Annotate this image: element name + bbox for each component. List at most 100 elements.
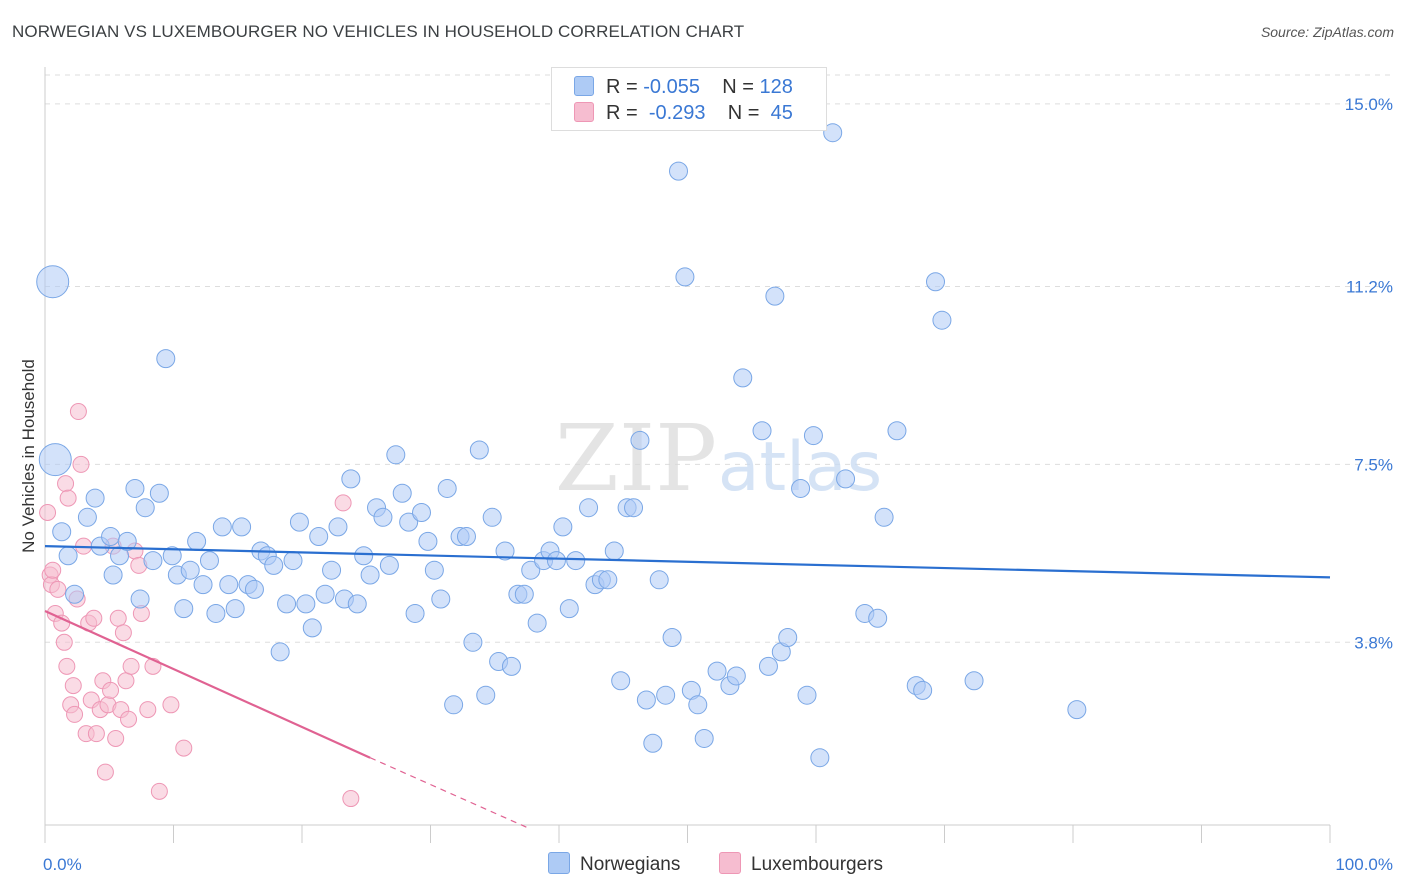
norwegian-point [225,599,245,619]
norwegian-point [527,613,547,633]
legend-swatch-pink [574,102,594,122]
norwegian-point [135,498,155,518]
norwegian-point [778,628,798,647]
luxembourger-point [175,739,193,757]
chart-title: NORWEGIAN VS LUXEMBOURGER NO VEHICLES IN… [12,22,745,41]
norwegian-point [803,426,823,446]
norwegian-point [149,483,169,503]
luxembourger-point [102,681,120,699]
norwegian-point [495,541,515,561]
norwegian-point [360,565,380,585]
norwegian-point [219,575,239,595]
x-tick-label: 100.0% [1335,855,1393,874]
luxembourger-point [49,580,67,598]
norwegian-point [270,642,290,662]
norwegian-point [546,551,566,571]
y-axis-label: No Vehicles in Household [19,359,38,553]
norwegian-point [103,565,123,585]
norwegian-point [354,546,374,566]
norwegian-point [604,541,624,561]
norwegian-point [302,618,322,638]
norwegian-point [932,310,952,330]
norwegian-point [566,551,586,571]
gridlines [45,74,1393,643]
norwegian-point [688,695,708,715]
luxembourger-point [150,782,168,800]
norwegian-point [283,551,303,571]
source-label: Source: ZipAtlas.com [1260,24,1394,40]
series-label-luxembourgers: Luxembourgers [751,854,884,875]
norwegian-point [463,632,483,652]
norwegian-point [52,522,72,542]
luxembourger-point [69,403,87,421]
norwegian-point [424,560,444,580]
y-tick-label: 3.8% [1354,633,1393,652]
norwegian-point [521,560,541,580]
norwegian-point [264,555,284,575]
luxembourger-point [72,455,90,473]
norwegian-point [156,349,176,369]
legend-r-value: -0.293 [648,102,706,124]
norwegian-point [322,560,342,580]
norwegian-point [399,512,419,532]
legend-r-label: R = [606,102,638,124]
norwegian-point [65,584,85,604]
norwegian-point [117,531,137,551]
series-swatch-pink [719,852,741,874]
norwegian-point [444,695,464,715]
norwegian-point [733,368,753,388]
luxembourger-point [96,763,114,781]
luxembourger-point [334,494,352,512]
series-legend-luxembourgers: Luxembourgers [719,852,883,876]
tick-labels: 3.8% 7.5% 11.2% 15.0% 0.0% 100.0% [43,95,1393,874]
luxembourger-point [342,790,360,808]
norwegian-point [101,527,121,547]
norwegian-point [212,517,232,537]
legend-row-norwegians: R = -0.055 N = 128 [574,76,793,100]
luxembourger-point [44,561,62,579]
norwegian-point [174,599,194,619]
norwegians-points [36,123,1087,768]
series-swatch-blue [548,852,570,874]
norwegian-point [162,546,182,566]
norwegian-point [85,488,105,508]
norwegian-point [694,728,714,748]
norwegian-point [656,685,676,705]
norwegian-point [752,421,772,441]
norwegian-point [315,584,335,604]
norwegian-point [669,161,689,181]
norwegian-point [636,690,656,710]
norwegian-point [386,445,406,465]
norwegian-point [913,680,933,700]
legend-n-value: 45 [770,102,793,124]
luxembourger-point [87,725,105,743]
norwegian-point [514,584,534,604]
norwegian-point [630,430,650,450]
norwegian-point [758,656,778,676]
norwegian-point [868,608,888,628]
norwegian-point [579,498,599,518]
luxembourger-point [122,657,140,675]
luxembourger-point [57,475,75,493]
luxembourger-point [55,633,73,651]
norwegian-point [206,603,226,623]
luxembourgers-trendline-extension [369,757,528,828]
watermark: ZIP atlas [555,405,882,512]
norwegian-point [501,656,521,676]
norwegian-point [392,483,412,503]
luxembourger-point [117,672,135,690]
norwegian-point [482,507,502,527]
legend-swatch-blue [574,76,594,96]
norwegian-point [373,507,393,527]
legend-r-label: R = [606,76,638,98]
norwegian-point [309,527,329,547]
norwegian-point [58,546,78,566]
norwegian-point [130,589,150,609]
norwegian-point [143,551,163,571]
norwegian-point [810,748,830,768]
watermark-zip: ZIP [555,405,717,512]
norwegian-point [296,594,316,614]
norwegian-point [964,671,984,691]
norwegian-point [707,661,727,681]
luxembourger-point [114,624,132,642]
